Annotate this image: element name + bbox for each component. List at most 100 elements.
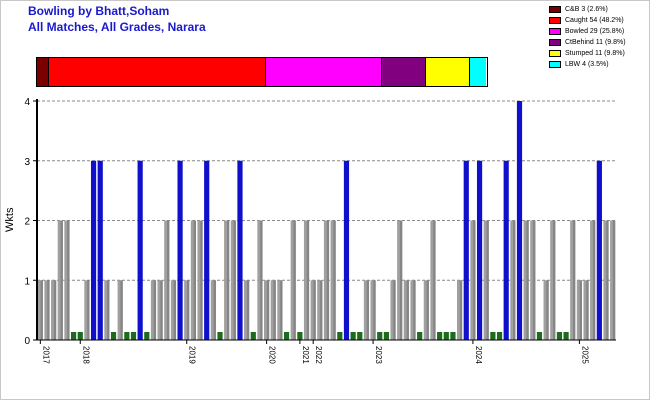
bar xyxy=(110,332,117,340)
bar xyxy=(556,332,563,340)
bar-shade xyxy=(67,220,70,340)
bar-shade xyxy=(406,280,409,340)
bar-shade xyxy=(393,280,396,340)
bar xyxy=(157,280,163,340)
y-tick-label: 3 xyxy=(24,157,30,168)
legend-item: CtBehind 11 (9.8%) xyxy=(549,37,626,48)
bar xyxy=(583,280,589,340)
bar xyxy=(610,220,616,340)
bar-shade xyxy=(579,280,582,340)
bar xyxy=(596,160,602,340)
bar-shade xyxy=(200,220,203,340)
bar-shade xyxy=(193,220,196,340)
bar-shade xyxy=(187,280,190,340)
stack-segment xyxy=(425,58,470,86)
bar xyxy=(57,220,63,340)
stack-segment xyxy=(265,58,382,86)
bar xyxy=(570,220,576,340)
bar xyxy=(403,280,409,340)
bar xyxy=(370,280,376,340)
bar xyxy=(170,280,177,340)
bar xyxy=(90,160,97,340)
stack-segment xyxy=(469,58,486,86)
x-tick-label: 2018 xyxy=(81,346,90,364)
bar-shade xyxy=(153,280,157,340)
stack-segment xyxy=(37,58,49,86)
legend-label: CtBehind 11 (9.8%) xyxy=(565,39,626,46)
legend: C&B 3 (2.6%) Caught 54 (48.2%) Bowled 29 (… xyxy=(549,4,626,70)
bar xyxy=(443,332,449,340)
bar-shade xyxy=(313,280,316,340)
bar xyxy=(84,280,90,340)
bar xyxy=(437,332,443,340)
bar xyxy=(463,160,469,340)
bar xyxy=(430,220,436,340)
bar xyxy=(77,332,83,340)
x-tick-label: 2021 xyxy=(301,346,310,364)
bar xyxy=(317,280,323,340)
chart-subtitle: All Matches, All Grades, Narara xyxy=(28,20,206,34)
bar xyxy=(117,280,123,340)
bar-shade xyxy=(546,280,549,340)
bar xyxy=(350,332,356,340)
bar xyxy=(310,280,316,340)
y-tick-label: 2 xyxy=(24,217,30,228)
bar xyxy=(283,332,290,340)
bar-shade xyxy=(526,220,529,340)
bar xyxy=(390,280,396,340)
y-tick-label: 0 xyxy=(24,336,30,347)
legend-item: Stumped 11 (9.8%) xyxy=(549,48,626,59)
legend-item: Bowled 29 (25.8%) xyxy=(549,26,626,37)
bar-shade xyxy=(612,220,616,340)
bar xyxy=(177,160,183,340)
legend-label: Bowled 29 (25.8%) xyxy=(565,28,625,35)
bar-shade xyxy=(260,220,263,340)
bar-shade xyxy=(333,220,336,340)
bar xyxy=(397,220,403,340)
bar xyxy=(37,280,43,340)
bar-shade xyxy=(233,220,236,340)
bar xyxy=(496,332,503,340)
legend-swatch xyxy=(549,39,561,46)
bar-shade xyxy=(320,280,323,340)
bar-shade xyxy=(280,280,283,340)
legend-swatch xyxy=(549,28,561,35)
dismissal-stacked-bar xyxy=(36,57,488,87)
bar-shade xyxy=(160,280,163,340)
bar-shade xyxy=(107,280,110,340)
legend-swatch xyxy=(549,61,561,68)
bar xyxy=(323,220,330,340)
bar-shade xyxy=(60,220,63,340)
stack-segment xyxy=(48,58,266,86)
bar xyxy=(297,332,303,340)
bar xyxy=(290,220,296,340)
bar xyxy=(470,220,476,340)
bar-shade xyxy=(592,220,596,340)
bar xyxy=(343,160,350,340)
bar xyxy=(150,280,157,340)
bar xyxy=(383,332,389,340)
bar xyxy=(144,332,150,340)
bar xyxy=(217,332,223,340)
x-tick-label: 2019 xyxy=(188,346,197,364)
bar-shade xyxy=(366,280,370,340)
x-tick-label: 2025 xyxy=(580,346,589,364)
bar xyxy=(303,220,310,340)
bar-shade xyxy=(326,220,330,340)
bar xyxy=(71,332,77,340)
bar xyxy=(270,280,276,340)
legend-label: LBW 4 (3.5%) xyxy=(565,61,609,68)
bar-shade xyxy=(120,280,123,340)
legend-item: Caught 54 (48.2%) xyxy=(549,15,626,26)
bar xyxy=(450,332,456,340)
bar xyxy=(523,220,529,340)
bar xyxy=(550,220,556,340)
bar xyxy=(490,332,496,340)
bar xyxy=(184,280,190,340)
legend-label: C&B 3 (2.6%) xyxy=(565,6,608,13)
bar-shade xyxy=(273,280,276,340)
bar xyxy=(363,280,370,340)
legend-swatch xyxy=(549,50,561,57)
legend-swatch xyxy=(549,6,561,13)
bar xyxy=(97,160,103,340)
